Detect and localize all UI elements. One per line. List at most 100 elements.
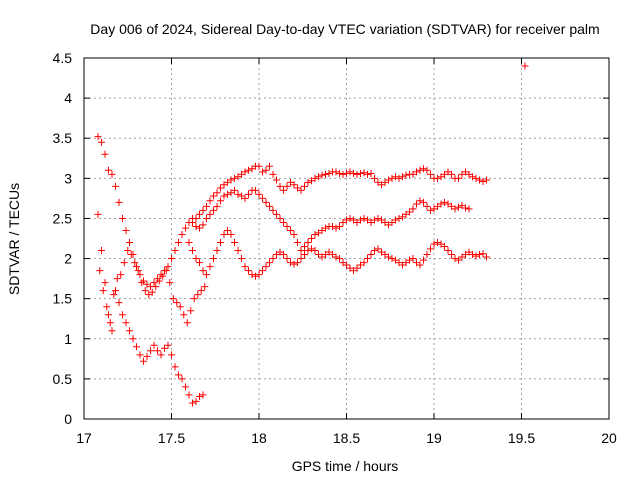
data-point bbox=[395, 214, 403, 222]
data-point bbox=[115, 299, 123, 307]
data-point bbox=[304, 239, 312, 247]
data-point bbox=[451, 255, 459, 263]
data-point bbox=[469, 173, 476, 181]
y-tick-label: 0 bbox=[64, 411, 72, 427]
data-point bbox=[192, 255, 200, 263]
y-tick-label: 3.5 bbox=[53, 130, 73, 146]
data-point bbox=[115, 198, 123, 206]
x-axis-ticks: 17 17.5 18 18.5 19 19.5 20 bbox=[76, 58, 617, 446]
data-point bbox=[238, 255, 245, 263]
data-point bbox=[476, 251, 483, 259]
data-point bbox=[360, 259, 368, 267]
data-point bbox=[430, 240, 438, 248]
data-point bbox=[455, 256, 462, 264]
data-point bbox=[364, 255, 371, 263]
data-point bbox=[203, 202, 210, 210]
data-point bbox=[357, 216, 364, 224]
data-point bbox=[159, 272, 167, 280]
data-point bbox=[140, 357, 147, 365]
data-point bbox=[183, 319, 191, 327]
grid-lines bbox=[84, 58, 609, 419]
data-point bbox=[336, 255, 343, 263]
data-point bbox=[206, 263, 214, 271]
data-point bbox=[388, 255, 396, 263]
chart-title: Day 006 of 2024, Sidereal Day-to-day VTE… bbox=[90, 21, 599, 37]
data-point bbox=[262, 198, 270, 206]
y-tick-label: 4.5 bbox=[53, 50, 73, 66]
data-point bbox=[315, 173, 322, 181]
data-point bbox=[259, 194, 266, 202]
data-point bbox=[304, 247, 312, 255]
data-point bbox=[280, 186, 287, 194]
data-point bbox=[189, 247, 196, 255]
y-tick-label: 3 bbox=[64, 170, 72, 186]
data-point bbox=[339, 170, 347, 178]
data-point bbox=[259, 267, 266, 275]
data-point bbox=[192, 214, 200, 222]
data-point bbox=[483, 176, 490, 184]
data-point bbox=[136, 271, 144, 279]
data-point bbox=[141, 287, 149, 295]
data-point bbox=[220, 230, 228, 238]
data-point bbox=[241, 168, 249, 176]
y-tick-label: 2.5 bbox=[53, 210, 73, 226]
data-point bbox=[166, 279, 174, 287]
data-point bbox=[131, 259, 139, 267]
data-point bbox=[311, 230, 319, 238]
data-point bbox=[182, 383, 189, 391]
data-point bbox=[157, 271, 165, 279]
data-point bbox=[178, 375, 186, 383]
series-track-b bbox=[94, 210, 207, 407]
data-point bbox=[133, 343, 140, 351]
data-point bbox=[353, 264, 361, 272]
data-point bbox=[472, 174, 480, 182]
data-point bbox=[182, 224, 189, 232]
data-point bbox=[402, 171, 410, 179]
data-point bbox=[371, 216, 378, 224]
data-point bbox=[336, 170, 343, 178]
data-point bbox=[217, 197, 224, 205]
data-point bbox=[416, 197, 424, 205]
data-point bbox=[294, 259, 301, 267]
data-point bbox=[469, 251, 476, 259]
data-point bbox=[105, 311, 112, 319]
data-point bbox=[521, 62, 529, 70]
data-point bbox=[283, 182, 291, 190]
data-point bbox=[176, 303, 184, 311]
data-point bbox=[210, 255, 217, 263]
data-point bbox=[346, 214, 354, 222]
data-point bbox=[266, 202, 273, 210]
data-point bbox=[262, 166, 270, 174]
data-point bbox=[374, 214, 382, 222]
data-point bbox=[273, 210, 280, 218]
data-point bbox=[301, 182, 308, 190]
data-point bbox=[451, 205, 459, 213]
data-point bbox=[252, 186, 259, 194]
data-point bbox=[168, 351, 175, 359]
data-point bbox=[203, 271, 210, 279]
data-point bbox=[199, 221, 207, 229]
data-point bbox=[283, 255, 291, 263]
data-point bbox=[441, 198, 448, 206]
data-point bbox=[360, 169, 368, 177]
data-point bbox=[479, 250, 487, 258]
data-point bbox=[287, 226, 294, 234]
data-point bbox=[122, 319, 130, 327]
data-point bbox=[416, 166, 424, 174]
data-point bbox=[444, 247, 452, 255]
data-point bbox=[332, 253, 340, 261]
data-point bbox=[311, 247, 319, 255]
data-point bbox=[385, 253, 392, 261]
data-point bbox=[127, 251, 135, 259]
data-point bbox=[262, 263, 270, 271]
data-point bbox=[420, 256, 427, 264]
data-point bbox=[248, 271, 256, 279]
data-point bbox=[280, 251, 287, 259]
data-point bbox=[245, 166, 252, 174]
data-point bbox=[162, 267, 170, 275]
x-tick-label: 18 bbox=[251, 430, 267, 446]
data-point bbox=[280, 218, 287, 226]
data-point bbox=[360, 214, 368, 222]
